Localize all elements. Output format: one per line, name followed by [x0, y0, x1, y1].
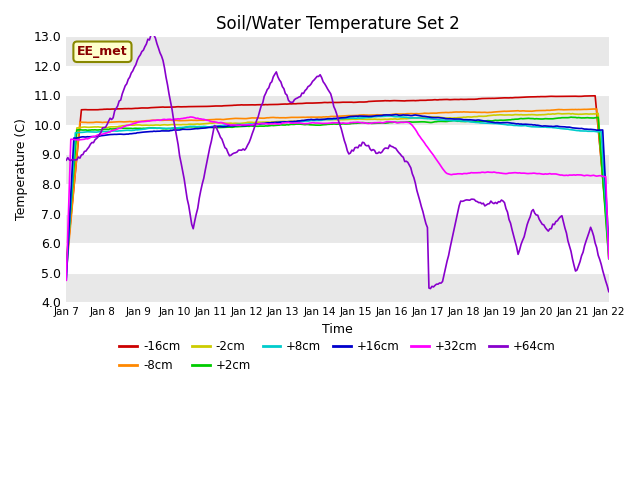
X-axis label: Time: Time: [322, 323, 353, 336]
Bar: [67, 155, 609, 184]
Legend: -16cm, -8cm, -2cm, +2cm, +8cm, +16cm, +32cm, +64cm: -16cm, -8cm, -2cm, +2cm, +8cm, +16cm, +3…: [115, 335, 561, 376]
Bar: [67, 125, 609, 155]
Bar: [67, 36, 609, 66]
Bar: [67, 66, 609, 95]
Bar: [67, 243, 609, 273]
Text: EE_met: EE_met: [77, 45, 128, 58]
Bar: [67, 95, 609, 125]
Bar: [67, 214, 609, 243]
Bar: [67, 184, 609, 214]
Title: Soil/Water Temperature Set 2: Soil/Water Temperature Set 2: [216, 15, 460, 33]
Y-axis label: Temperature (C): Temperature (C): [15, 118, 28, 220]
Bar: [67, 273, 609, 302]
